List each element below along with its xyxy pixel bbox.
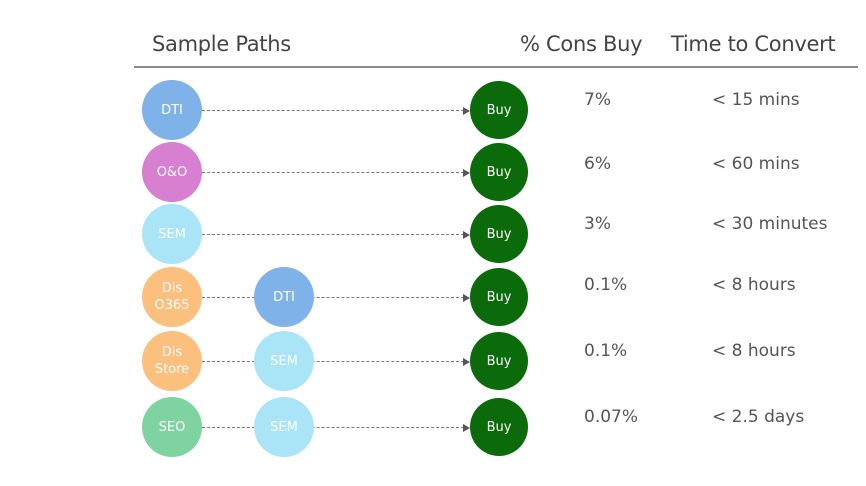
path-connector [202, 110, 464, 111]
time-to-convert-value: < 15 mins [712, 90, 800, 110]
pct-cons-buy-value: 0.1% [584, 341, 628, 361]
path-connector [202, 427, 464, 428]
path-row: SEM Buy 3% < 30 minutes [0, 204, 866, 266]
buy-node-label: Buy [486, 419, 512, 435]
pct-cons-buy-value: 7% [584, 90, 611, 110]
buy-node: Buy [470, 81, 528, 139]
buy-node-label: Buy [486, 164, 512, 180]
path-node-label: SEM [158, 226, 186, 242]
path-row: SEO SEM Buy 0.07% < 2.5 days [0, 397, 866, 459]
time-to-convert-value: < 60 mins [712, 154, 800, 174]
pct-cons-buy-value: 0.07% [584, 407, 639, 427]
path-connector [202, 172, 464, 173]
path-node-label: SEO [158, 419, 186, 435]
path-connector [202, 361, 464, 362]
path-node: Dis O365 [142, 267, 202, 327]
arrow-head-icon [463, 231, 470, 239]
path-row: Dis O365 DTI Buy 0.1% < 8 hours [0, 267, 866, 329]
path-node-label: DTI [273, 289, 295, 305]
buy-node-label: Buy [486, 102, 512, 118]
buy-node: Buy [470, 143, 528, 201]
buy-node-label: Buy [486, 289, 512, 305]
header-sample-paths: Sample Paths [152, 32, 291, 56]
path-node-label: SEM [270, 353, 298, 369]
path-node: SEO [142, 397, 202, 457]
path-node-label: Dis O365 [154, 281, 190, 313]
buy-node-label: Buy [486, 226, 512, 242]
arrow-head-icon [463, 294, 470, 302]
path-node-label: DTI [161, 102, 183, 118]
pct-cons-buy-value: 0.1% [584, 275, 628, 295]
path-row: Dis Store SEM Buy 0.1% < 8 hours [0, 331, 866, 393]
path-node-label: O&O [156, 164, 188, 180]
time-to-convert-value: < 2.5 days [712, 407, 805, 427]
pct-cons-buy-value: 6% [584, 154, 611, 174]
path-row: O&O Buy 6% < 60 mins [0, 142, 866, 204]
path-node: DTI [142, 80, 202, 140]
arrow-head-icon [463, 358, 470, 366]
arrow-head-icon [463, 107, 470, 115]
path-node: SEM [254, 331, 314, 391]
time-to-convert-value: < 8 hours [712, 275, 796, 295]
path-connector [202, 297, 464, 298]
path-row: DTI Buy 7% < 15 mins [0, 80, 866, 142]
buy-node: Buy [470, 268, 528, 326]
path-node: O&O [142, 142, 202, 202]
path-node-label: SEM [270, 419, 298, 435]
buy-node: Buy [470, 205, 528, 263]
header-pct-cons-buy: % Cons Buy [520, 32, 643, 56]
path-node: DTI [254, 267, 314, 327]
buy-node: Buy [470, 398, 528, 456]
time-to-convert-value: < 8 hours [712, 341, 796, 361]
buy-node: Buy [470, 332, 528, 390]
header-divider [134, 66, 858, 68]
path-node: SEM [254, 397, 314, 457]
header-time-to-convert: Time to Convert [671, 32, 836, 56]
path-node-label: Dis Store [154, 345, 190, 377]
path-connector [202, 234, 464, 235]
arrow-head-icon [463, 424, 470, 432]
pct-cons-buy-value: 3% [584, 214, 611, 234]
buy-node-label: Buy [486, 353, 512, 369]
arrow-head-icon [463, 169, 470, 177]
time-to-convert-value: < 30 minutes [712, 214, 828, 234]
path-node: SEM [142, 204, 202, 264]
path-node: Dis Store [142, 331, 202, 391]
